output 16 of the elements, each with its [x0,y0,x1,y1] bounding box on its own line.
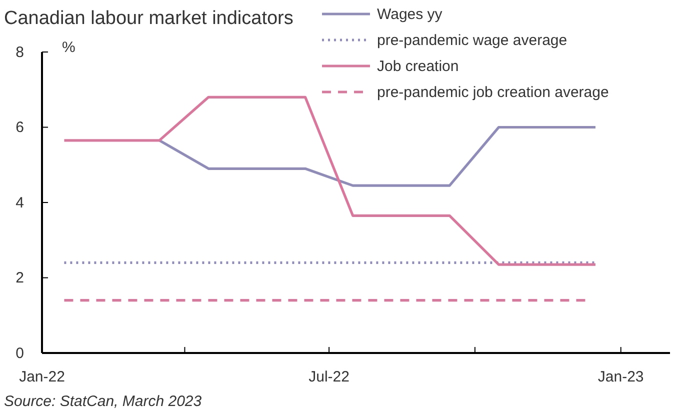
legend-label: Wages yy [377,6,443,23]
line-series [158,126,597,187]
legend-label: pre-pandemic job creation average [377,84,609,101]
y-axis-title: % [62,39,76,56]
x-tick-label: Jan-23 [598,368,644,386]
y-tick-label: 4 [16,194,24,212]
y-tick-label: 0 [16,344,24,362]
chart-title: Canadian labour market indicators [4,8,294,29]
x-tick-label: Jan-22 [19,368,65,386]
x-tick-label: Jul-22 [308,368,350,386]
legend-label: pre-pandemic wage average [377,32,568,49]
y-tick-label: 2 [16,270,24,287]
source-note: Source: StatCan, March 2023 [4,393,202,410]
y-tick-label: 6 [16,119,24,136]
y-tick-label: 8 [16,44,24,61]
legend-label: Job creation [377,58,459,75]
